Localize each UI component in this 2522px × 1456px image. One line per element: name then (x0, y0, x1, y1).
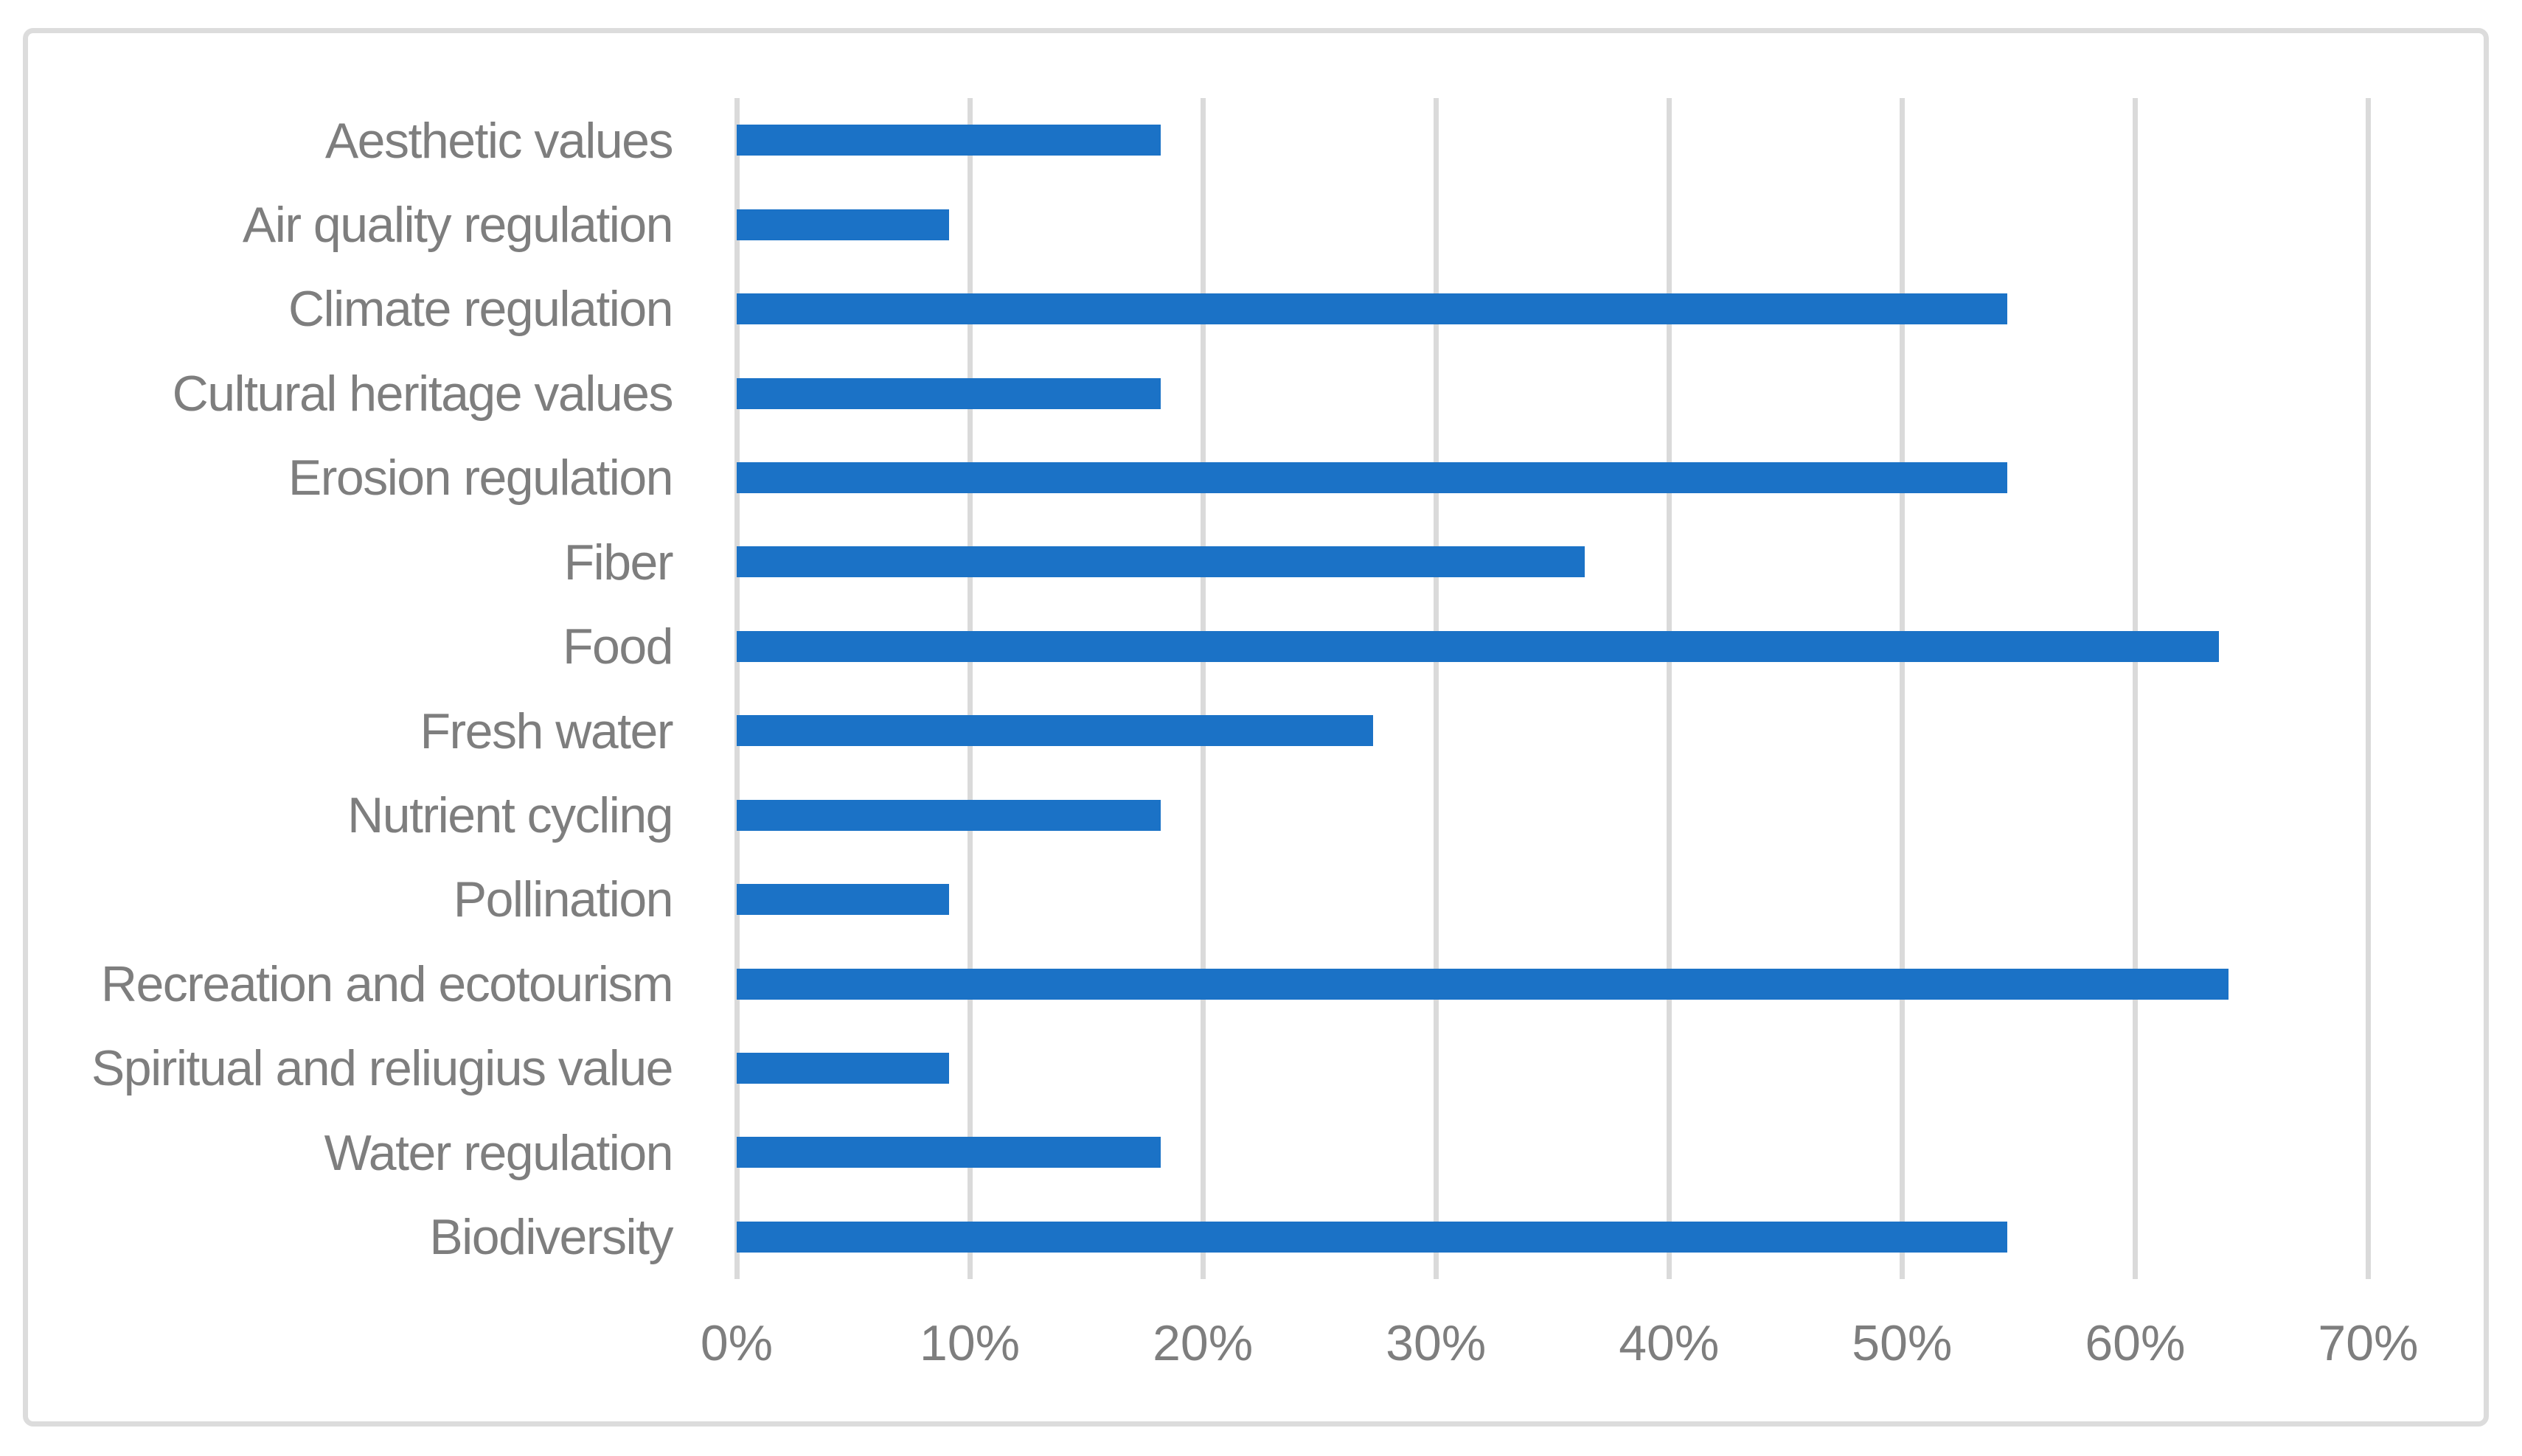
x-tick-label: 60% (2085, 1315, 2186, 1371)
gridline (1433, 98, 1439, 1279)
gridline (967, 98, 973, 1279)
bar (737, 293, 2007, 325)
bar (737, 461, 2007, 493)
bar (737, 799, 1161, 831)
bar (737, 546, 1585, 578)
bar (737, 1137, 1161, 1168)
bar (737, 968, 2229, 1000)
category-label: Fiber (563, 534, 674, 591)
category-label: Fresh water (420, 703, 674, 759)
x-tick-label: 20% (1153, 1315, 1254, 1371)
x-tick-label: 70% (2318, 1315, 2419, 1371)
bar (737, 630, 2220, 662)
category-label: Recreation and ecotourism (100, 955, 674, 1012)
category-label: Spiritual and reliugius value (91, 1040, 674, 1097)
category-label: Aesthetic values (324, 112, 674, 169)
category-label: Pollination (453, 871, 674, 928)
bar (737, 1221, 2007, 1253)
category-label: Water regulation (324, 1124, 674, 1181)
category-label: Biodiversity (429, 1209, 673, 1266)
gridline (1899, 98, 1905, 1279)
category-label: Erosion regulation (288, 450, 674, 506)
gridline (2132, 98, 2138, 1279)
x-tick-label: 0% (700, 1315, 774, 1371)
gridline (1200, 98, 1206, 1279)
gridline (1666, 98, 1672, 1279)
category-label: Nutrient cycling (347, 787, 673, 843)
bar (737, 1052, 949, 1084)
x-tick-label: 10% (920, 1315, 1021, 1371)
bar (737, 209, 949, 240)
x-tick-label: 40% (1619, 1315, 1720, 1371)
category-label: Cultural heritage values (172, 365, 674, 422)
category-label: Climate regulation (288, 281, 674, 338)
gridline (2365, 98, 2371, 1279)
bar (737, 884, 949, 916)
bar (737, 125, 1161, 156)
category-label: Air quality regulation (242, 196, 674, 253)
x-tick-label: 30% (1386, 1315, 1487, 1371)
bar (737, 715, 1373, 747)
gridline (734, 98, 740, 1279)
bar (737, 377, 1161, 409)
category-label: Food (563, 619, 674, 675)
x-tick-label: 50% (1852, 1315, 1953, 1371)
